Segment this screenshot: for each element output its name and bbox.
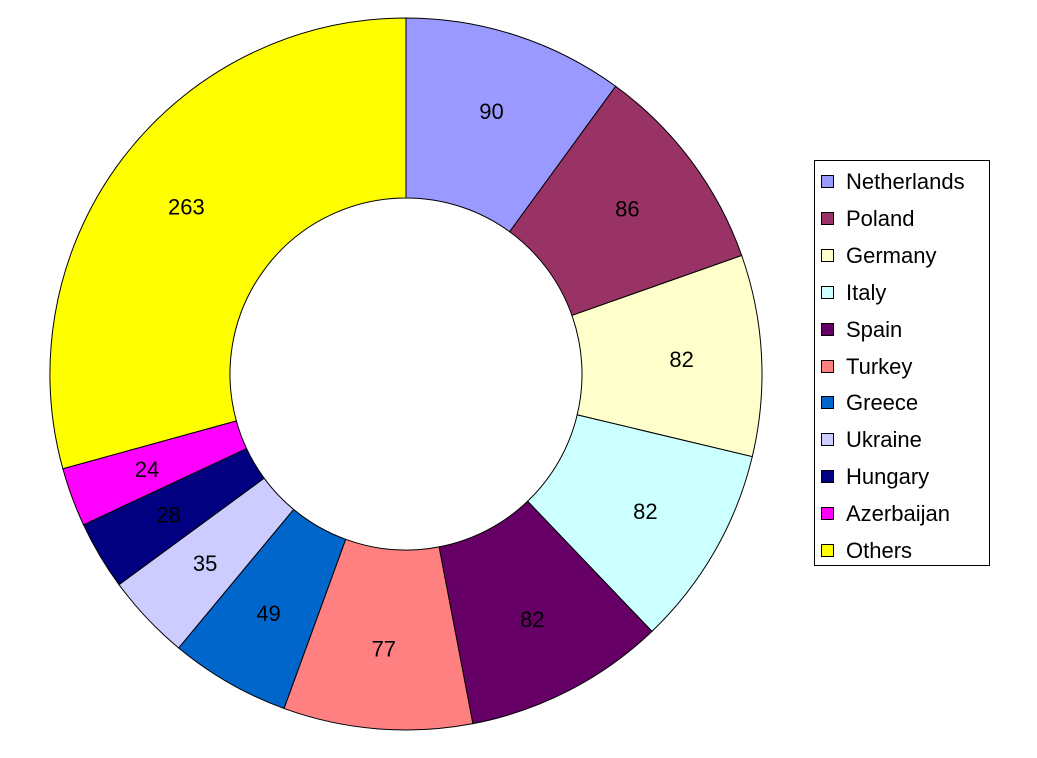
legend-swatch [821, 175, 834, 188]
legend-item-hungary: Hungary [815, 462, 991, 492]
legend-item-greece: Greece [815, 388, 991, 418]
legend-label: Turkey [846, 353, 913, 379]
legend-label: Germany [846, 242, 937, 268]
legend-label: Poland [846, 205, 915, 231]
data-label-greece: 49 [256, 601, 280, 626]
legend-item-ukraine: Ukraine [815, 425, 991, 455]
data-label-spain: 82 [520, 607, 544, 632]
legend-label: Ukraine [846, 427, 922, 453]
data-label-azerbaijan: 24 [135, 457, 159, 482]
data-label-netherlands: 90 [479, 99, 503, 124]
legend-swatch [821, 433, 834, 447]
data-label-poland: 86 [615, 197, 639, 222]
chart-data-labels: 90 86 82 82 82 77 49 35 28 24 263 [135, 99, 694, 662]
legend-swatch [821, 507, 834, 521]
legend-label: Netherlands [846, 169, 965, 194]
legend-swatch [821, 359, 834, 373]
data-label-germany: 82 [669, 347, 693, 372]
legend-swatch [821, 211, 834, 225]
legend-label: Italy [846, 279, 887, 305]
legend-item-poland: Poland [815, 204, 991, 234]
legend-label: Hungary [846, 464, 930, 490]
data-label-others: 263 [168, 194, 205, 219]
slice-others [49, 17, 407, 470]
legend-item-turkey: Turkey [815, 352, 991, 382]
legend-label: Greece [846, 390, 919, 416]
legend-item-others: Others [815, 536, 991, 566]
data-label-hungary: 28 [156, 502, 180, 527]
legend-label: Azerbaijan [846, 501, 950, 527]
legend-swatch [821, 396, 834, 410]
legend-item-italy: Italy [815, 278, 991, 308]
legend-swatch [821, 248, 834, 262]
legend-item-germany: Germany [815, 241, 991, 271]
legend-swatch [821, 544, 834, 557]
data-label-turkey: 77 [372, 637, 396, 662]
legend-item-spain: Spain [815, 315, 991, 345]
legend-item-netherlands: Netherlands [815, 167, 991, 197]
legend-label: Others [846, 538, 913, 563]
legend-swatch [821, 285, 834, 299]
legend-label: Spain [846, 316, 903, 342]
data-label-ukraine: 35 [193, 551, 217, 576]
data-label-italy: 82 [633, 499, 657, 524]
legend-swatch [821, 470, 834, 484]
chart-slices [49, 17, 763, 731]
legend-item-azerbaijan: Azerbaijan [815, 499, 991, 529]
chart-legend: Netherlands Poland Germany Italy Spain Turkey… [814, 160, 990, 566]
legend-swatch [821, 322, 834, 336]
